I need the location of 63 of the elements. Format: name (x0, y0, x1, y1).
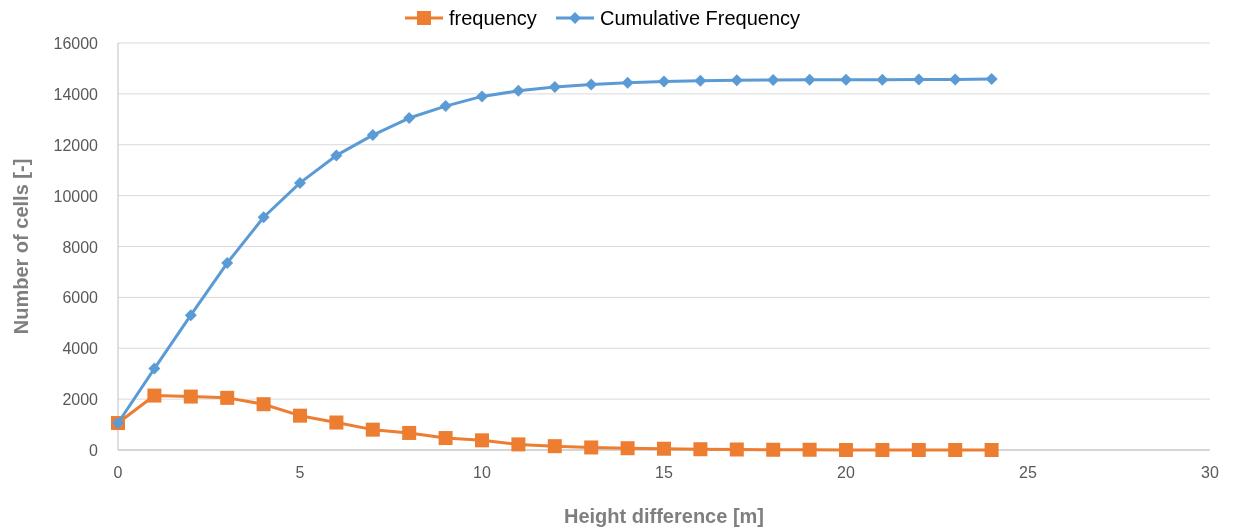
y-axis-title: Number of cells [-] (10, 158, 32, 335)
point (693, 442, 708, 457)
point (839, 443, 853, 457)
x-tick-label: 15 (655, 464, 673, 481)
point (911, 443, 926, 457)
point (620, 441, 635, 456)
point (294, 176, 306, 189)
y-tick-label: 10000 (53, 187, 99, 205)
point (476, 90, 488, 103)
y-tick-label: 16000 (53, 35, 99, 52)
point (438, 431, 453, 446)
x-tick-label: 0 (113, 464, 123, 481)
x-axis-title: Height difference [m] (563, 505, 765, 527)
legend-label: frequency (449, 7, 537, 29)
point (766, 442, 781, 457)
point (329, 415, 344, 430)
point (511, 437, 526, 452)
point (330, 149, 343, 162)
point (657, 441, 671, 456)
y-tick-label: 6000 (62, 289, 99, 307)
point (366, 129, 379, 142)
y-tick-label: 2000 (62, 391, 99, 409)
x-tick-label: 10 (473, 464, 491, 481)
point (984, 443, 999, 457)
point (183, 389, 198, 404)
point (729, 442, 744, 457)
y-tick-label: 0 (89, 442, 99, 459)
point (584, 440, 599, 455)
point (402, 425, 417, 440)
point (985, 73, 998, 86)
point (403, 112, 416, 125)
point (694, 74, 707, 87)
point (658, 75, 670, 88)
point (148, 362, 161, 375)
point (585, 78, 598, 91)
point (876, 73, 889, 86)
point (439, 100, 452, 113)
point (512, 84, 525, 97)
y-tick-label: 8000 (62, 238, 99, 256)
point (184, 309, 197, 322)
x-tick-label: 30 (1201, 464, 1219, 481)
point (875, 443, 890, 457)
x-tick-label: 5 (295, 464, 305, 481)
point (475, 433, 489, 448)
legend-label: Cumulative Frequency (600, 7, 801, 29)
point (221, 257, 234, 270)
x-tick-label: 20 (837, 464, 855, 481)
point (293, 408, 307, 423)
point (256, 397, 271, 412)
y-tick-label: 14000 (53, 85, 99, 103)
point (802, 442, 817, 457)
point (257, 211, 270, 224)
point (948, 443, 963, 457)
x-tick-label: 25 (1019, 464, 1037, 481)
point (365, 422, 380, 437)
point (803, 73, 816, 86)
y-tick-label: 12000 (53, 136, 99, 154)
point (621, 76, 634, 89)
point (220, 390, 235, 405)
point (840, 73, 852, 86)
y-tick-label: 4000 (62, 340, 99, 358)
point (547, 439, 562, 454)
point (147, 388, 162, 403)
